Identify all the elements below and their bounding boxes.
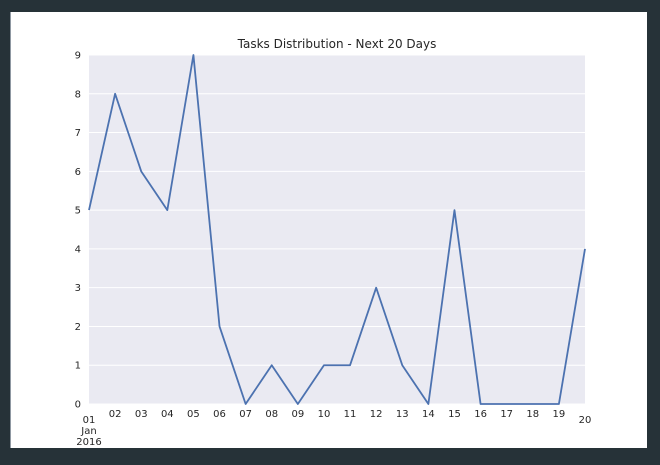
- x-tick-label: 17: [500, 409, 513, 420]
- x-tick-sublabel: Jan: [80, 426, 96, 437]
- y-tick-label: 2: [75, 322, 81, 333]
- x-tick-label: 07: [239, 409, 252, 420]
- y-tick-label: 4: [75, 244, 81, 255]
- x-tick-label: 04: [161, 409, 174, 420]
- chart-title: Tasks Distribution - Next 20 Days: [237, 37, 437, 51]
- x-tick-label: 11: [344, 409, 357, 420]
- y-tick-label: 6: [75, 167, 81, 178]
- x-tick-label: 08: [265, 409, 278, 420]
- y-tick-label: 9: [75, 51, 81, 62]
- x-tick-label: 16: [474, 409, 487, 420]
- y-tick-label: 7: [75, 128, 81, 139]
- x-tick-label: 05: [187, 409, 200, 420]
- plot-area: [89, 55, 585, 404]
- x-tick-label: 18: [526, 409, 539, 420]
- x-tick-label: 02: [109, 409, 122, 420]
- x-tick-label: 03: [135, 409, 148, 420]
- data-line: [88, 54, 586, 405]
- y-tick-label: 8: [75, 89, 81, 100]
- y-tick-label: 1: [75, 361, 81, 372]
- x-tick-label: 19: [553, 409, 566, 420]
- x-tick-label: 14: [422, 409, 435, 420]
- x-tick-label: 20: [579, 415, 592, 426]
- y-tick-label: 5: [75, 206, 81, 217]
- x-tick-label: 06: [213, 409, 226, 420]
- x-tick-label: 01: [83, 415, 96, 426]
- x-tick-label: 10: [318, 409, 331, 420]
- x-tick-label: 13: [396, 409, 409, 420]
- x-tick-label: 09: [291, 409, 304, 420]
- x-tick-sublabel: 2016: [76, 437, 101, 448]
- x-tick-label: 12: [370, 409, 383, 420]
- x-tick-label: 15: [448, 409, 461, 420]
- y-tick-label: 3: [75, 283, 81, 294]
- y-tick-label: 0: [75, 400, 81, 411]
